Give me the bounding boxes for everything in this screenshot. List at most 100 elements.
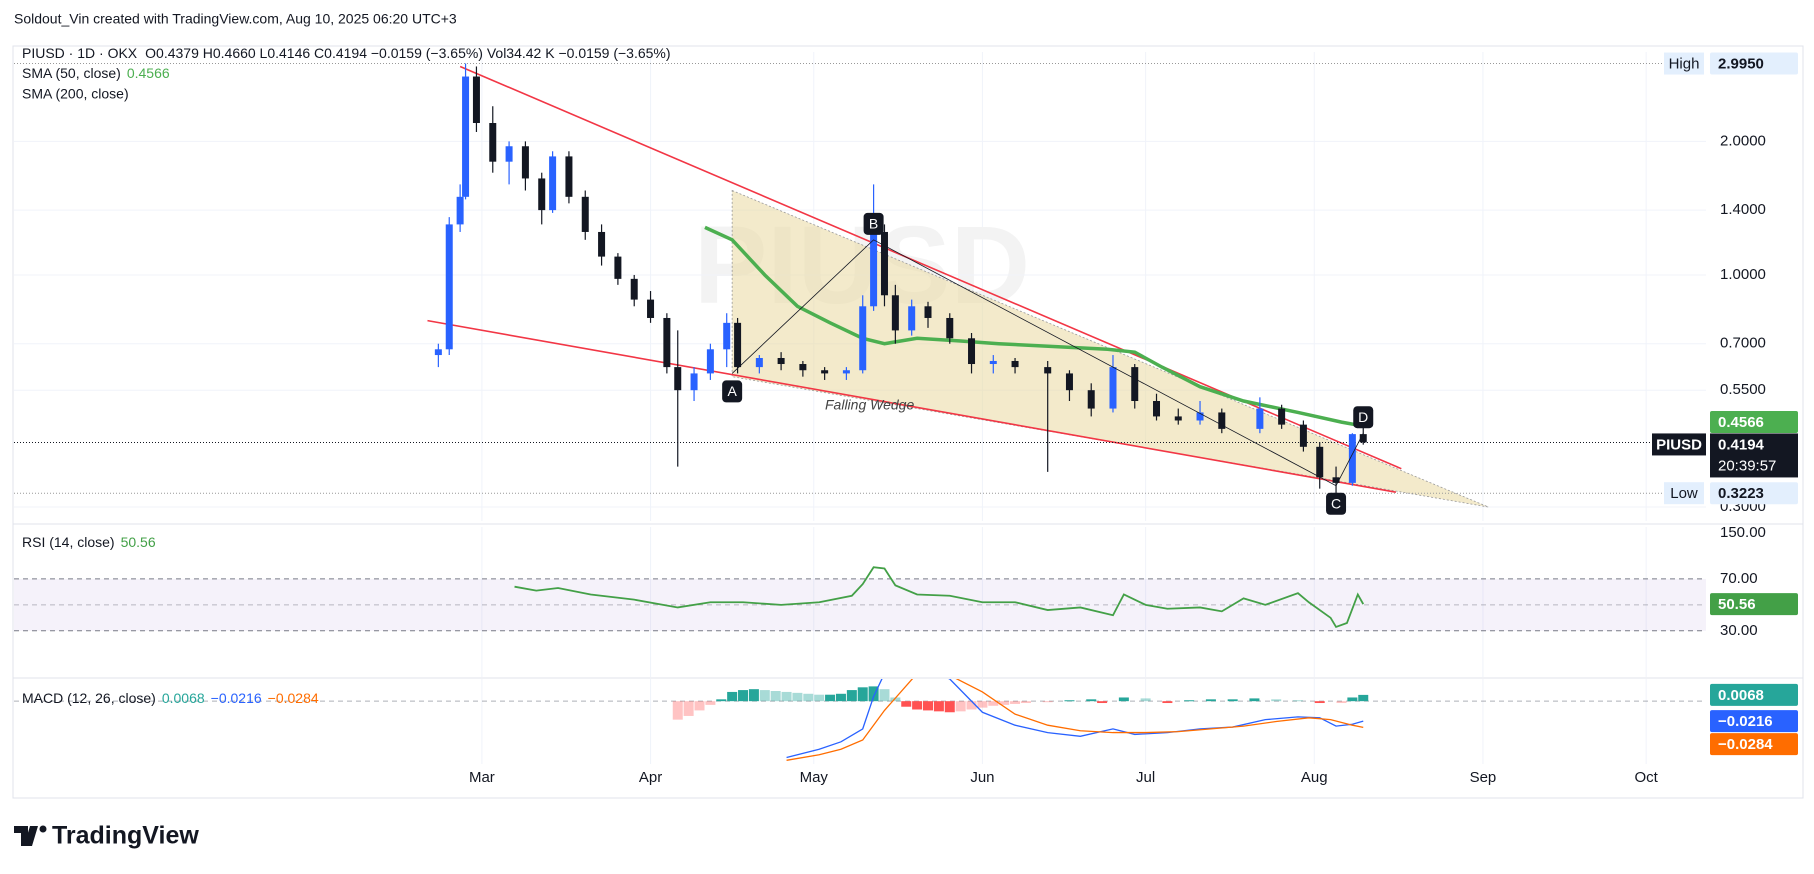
candle-body [538, 178, 546, 211]
x-tick-label: Jun [970, 769, 994, 786]
price-tag-label: 2.9950 [1718, 56, 1764, 73]
candle-body [690, 373, 698, 391]
histogram-bar [1271, 699, 1282, 702]
histogram-bar [672, 701, 683, 720]
histogram-bar [1249, 698, 1260, 702]
point-label: A [727, 383, 737, 399]
histogram-bar [912, 701, 923, 710]
symbol: PIUSD · 1D · OKX [22, 45, 138, 61]
macd-pane [14, 679, 1706, 761]
candle-body [755, 357, 763, 368]
histogram-bar [770, 691, 781, 702]
candle-body [434, 349, 442, 356]
price-pane [14, 63, 1706, 508]
low-tag-box [1664, 482, 1704, 505]
price-tag-label: 50.56 [1718, 596, 1756, 613]
candle-body [1044, 367, 1052, 374]
candle-body [614, 256, 622, 279]
y-tick-label: 30.00 [1720, 622, 1758, 639]
y-tick-label: 0.5500 [1720, 381, 1766, 398]
last-name: PIUSD [1656, 436, 1702, 453]
y-tick-label: 1.0000 [1720, 266, 1766, 283]
candle-body [521, 146, 529, 179]
candle-body [1011, 360, 1019, 368]
histogram-bar [857, 687, 868, 702]
candle-body [472, 76, 480, 124]
candle-body [946, 317, 954, 339]
histogram-bar [781, 691, 792, 702]
price-tag-label: −0.0216 [1718, 713, 1773, 730]
candle-body [859, 306, 867, 371]
histogram-bar [933, 701, 944, 712]
histogram-bar [1020, 701, 1031, 704]
histogram-bar [1064, 700, 1075, 702]
candle-body [1109, 367, 1117, 409]
histogram-bar [1140, 698, 1151, 702]
histogram-bar [1347, 697, 1358, 702]
histogram-bar [923, 701, 934, 711]
price-tag [1710, 411, 1798, 434]
candle-body [989, 360, 997, 365]
last-tag-box [1710, 433, 1798, 478]
histogram-bar [1336, 701, 1347, 704]
candle-body [821, 370, 829, 374]
candle-body [880, 231, 888, 296]
candle-body [1359, 434, 1367, 443]
candle-body [1087, 390, 1095, 409]
countdown: 20:39:57 [1718, 457, 1776, 474]
candle-body [445, 224, 453, 350]
point-label-box [722, 380, 743, 403]
candle-body [842, 370, 850, 374]
histogram-bar [1314, 701, 1325, 704]
point-label-box [1353, 406, 1374, 429]
y-tick-label: 0.7000 [1720, 335, 1766, 352]
price-tag-label: 0.4566 [1718, 414, 1764, 431]
x-tick-label: Apr [639, 769, 662, 786]
candle-body [630, 278, 638, 300]
x-tick-label: Aug [1301, 769, 1328, 786]
candle-body [1332, 477, 1340, 483]
candle-body [1278, 408, 1286, 425]
x-tick-label: Jul [1136, 769, 1155, 786]
pattern-label: Falling Wedge [825, 397, 914, 413]
candle-body [1348, 434, 1356, 483]
histogram-bar [1292, 700, 1303, 702]
high-tag-box [1664, 52, 1704, 75]
candle-body [663, 317, 671, 368]
price-tag-label: −0.0284 [1718, 736, 1773, 753]
sma-value: 0.4566 [127, 65, 170, 81]
candle-body [799, 364, 807, 371]
histogram-bar [846, 690, 857, 702]
histogram-bar [1042, 701, 1053, 703]
histogram-bar [727, 691, 738, 702]
candle-body [1256, 408, 1264, 429]
histogram-bar [683, 701, 694, 716]
candle-body [891, 295, 899, 331]
candle-body [723, 322, 731, 350]
candle-body [505, 146, 513, 162]
candle-body [1316, 446, 1324, 478]
macd-line [786, 679, 1364, 759]
candle-body [1299, 424, 1307, 447]
sma-legend: SMA (200, close) [22, 86, 129, 102]
brand: TradingView [52, 822, 199, 850]
candle-body [908, 306, 916, 331]
candle-body [674, 367, 682, 391]
signal-value: −0.0284 [268, 690, 319, 706]
price-tag [1710, 482, 1798, 505]
histogram-bar [792, 692, 803, 702]
frame [12, 45, 1804, 799]
rsi-name: RSI (14, close) [22, 534, 115, 550]
y-tick-label: 2.0000 [1720, 132, 1766, 149]
price-tag [1710, 710, 1798, 733]
histogram-bar [1097, 701, 1108, 704]
histogram-bar [966, 701, 977, 710]
candle-body [1153, 401, 1161, 417]
candle-body [870, 231, 878, 307]
candle-body [1131, 367, 1139, 402]
y-tick-label: 70.00 [1720, 570, 1758, 587]
y-tick-label: 1.4000 [1720, 201, 1766, 218]
histogram-bar [988, 701, 999, 706]
rsi-legend: RSI (14, close) 50.56 [22, 534, 156, 550]
x-tick-label: May [800, 769, 829, 786]
